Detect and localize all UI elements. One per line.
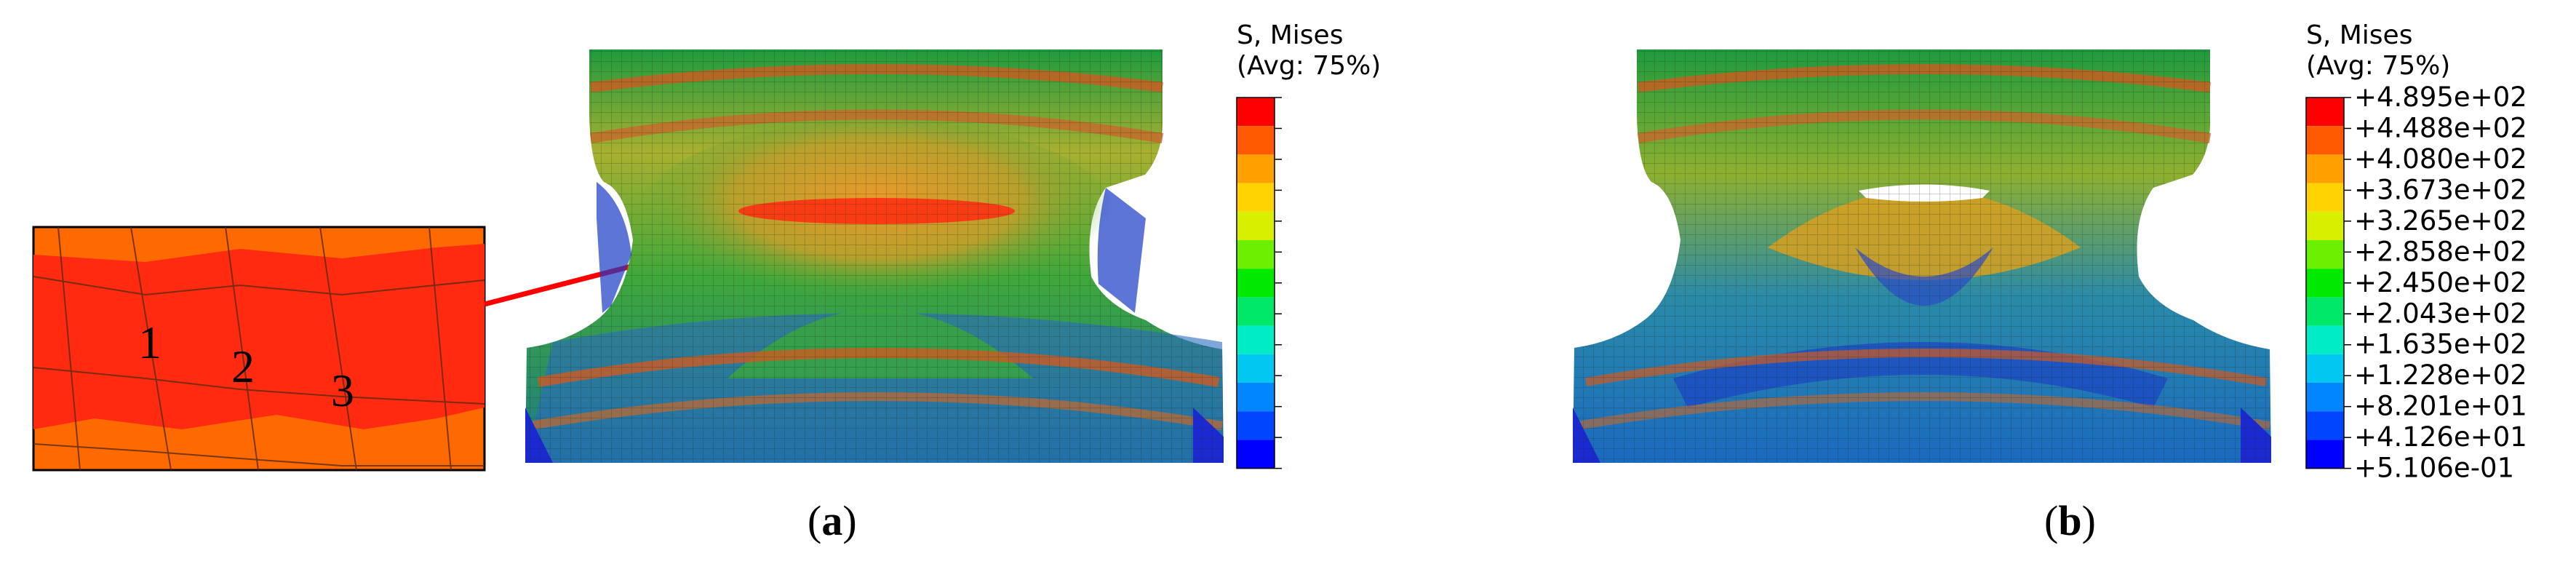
caption-b: (b)	[2044, 497, 2096, 544]
colorbar-segment	[1237, 98, 1275, 127]
colorbar-segment	[2306, 411, 2344, 440]
colorbar-tick-label: +4.895e+02	[2354, 82, 2527, 113]
colorbar-tick-label: +1.635e+02	[2354, 329, 2527, 360]
legend-title-a-line1: S, Mises	[1237, 20, 1344, 50]
zoom-label-2: 2	[231, 341, 255, 392]
colorbar-tick-label: +2.465e-01	[1285, 453, 1288, 484]
colorbar-tick-label: +2.352e+02	[1285, 267, 1288, 298]
colorbar-segment	[2306, 269, 2344, 298]
colorbar-segment	[2306, 297, 2344, 326]
colorbar-tick-label: +3.919e+02	[1285, 143, 1288, 175]
colorbar-tick-label: +1.961e+02	[1285, 298, 1288, 329]
stress-contour-a	[525, 49, 1224, 463]
colorbar-tick-label: +4.310e+02	[1285, 112, 1288, 143]
panel-a-graphic: 1 2 3 +4	[32, 49, 1288, 484]
colorbar-tick-label: +8.201e+01	[2354, 391, 2527, 422]
colorbar-segment	[2306, 325, 2344, 354]
colorbar-segment	[1237, 211, 1275, 240]
caption-a-letter: a	[821, 497, 843, 544]
colorbar-segment	[1237, 354, 1275, 383]
zoom-label-1: 1	[138, 317, 162, 368]
caption-b-letter: b	[2058, 497, 2082, 544]
colorbar-segment	[2306, 383, 2344, 412]
colorbar-segment	[2306, 440, 2344, 469]
zoom-label-3: 3	[331, 365, 354, 416]
colorbar-tick-label: +1.177e+02	[1285, 359, 1288, 391]
colorbar-segment	[1237, 383, 1275, 412]
colorbar-tick-label: +3.673e+02	[2354, 174, 2527, 205]
colorbar-segment	[1237, 240, 1275, 269]
colorbar-tick-label: +4.488e+02	[2354, 112, 2527, 143]
colorbar-segment	[1237, 269, 1275, 298]
legend-title-b-line2: (Avg: 75%)	[2306, 51, 2451, 81]
colorbar-tick-label: +2.744e+02	[1285, 236, 1288, 267]
colorbar-segment	[2306, 354, 2344, 383]
colorbar-segment	[1237, 154, 1275, 183]
colorbar-tick-label: +3.136e+02	[1285, 205, 1288, 237]
legend-title-a-line2: (Avg: 75%)	[1237, 51, 1381, 81]
panel-a: 1 2 3 +4	[32, 20, 1381, 544]
colorbar-tick-label: +4.702e+02	[1285, 82, 1288, 113]
colorbar-segment	[2306, 126, 2344, 155]
colorbar-segment	[1237, 126, 1275, 155]
colorbar-segment	[2306, 211, 2344, 240]
panel-b: +4.895e+02 +4.488e+02 +4.080e+02 +3.673e+02…	[1288, 0, 2576, 580]
legend-title-b: S, Mises (Avg: 75%)	[2306, 20, 2450, 82]
colorbar-segment	[2306, 154, 2344, 183]
colorbar-segment	[2306, 183, 2344, 212]
colorbar-tick-label: +7.857e+01	[1285, 391, 1288, 422]
colorbar-a: +4.702e+02+4.310e+02+3.919e+02+3.527e+02…	[1236, 82, 1288, 484]
colorbar-tick-label: +5.106e-01	[2354, 453, 2514, 484]
colorbar-segment	[1237, 297, 1275, 326]
colorbar-tick-label: +1.228e+02	[2354, 359, 2527, 391]
colorbar-tick-label: +2.043e+02	[2354, 298, 2527, 329]
stress-contour-b	[1573, 49, 2271, 463]
legend-title-b-line1: S, Mises	[2306, 20, 2413, 50]
colorbar-tick-label: +4.080e+02	[2354, 143, 2527, 175]
legend-title-a: S, Mises (Avg: 75%)	[1237, 20, 1381, 82]
colorbar-segment	[1237, 325, 1275, 354]
zoom-inset: 1 2 3	[32, 226, 486, 472]
colorbar-segment	[1237, 183, 1275, 212]
colorbar-segment	[1237, 440, 1275, 469]
colorbar-tick-label: +1.569e+02	[1285, 329, 1288, 360]
panel-b-graphic: +4.895e+02+4.488e+02+4.080e+02+3.673e+02…	[1573, 49, 2527, 484]
colorbar-segment	[1237, 411, 1275, 440]
colorbar-tick-label: +2.858e+02	[2354, 236, 2527, 267]
colorbar-segment	[2306, 240, 2344, 269]
colorbar-tick-label: +3.941e+01	[1285, 421, 1288, 453]
caption-a: (a)	[808, 497, 857, 544]
colorbar-segment	[2306, 98, 2344, 127]
colorbar-tick-label: +3.527e+02	[1285, 174, 1288, 205]
colorbar-tick-label: +4.126e+01	[2354, 421, 2527, 453]
colorbar-b: +4.895e+02+4.488e+02+4.080e+02+3.673e+02…	[2305, 82, 2527, 484]
colorbar-tick-label: +2.450e+02	[2354, 267, 2527, 298]
colorbar-tick-label: +3.265e+02	[2354, 205, 2527, 237]
